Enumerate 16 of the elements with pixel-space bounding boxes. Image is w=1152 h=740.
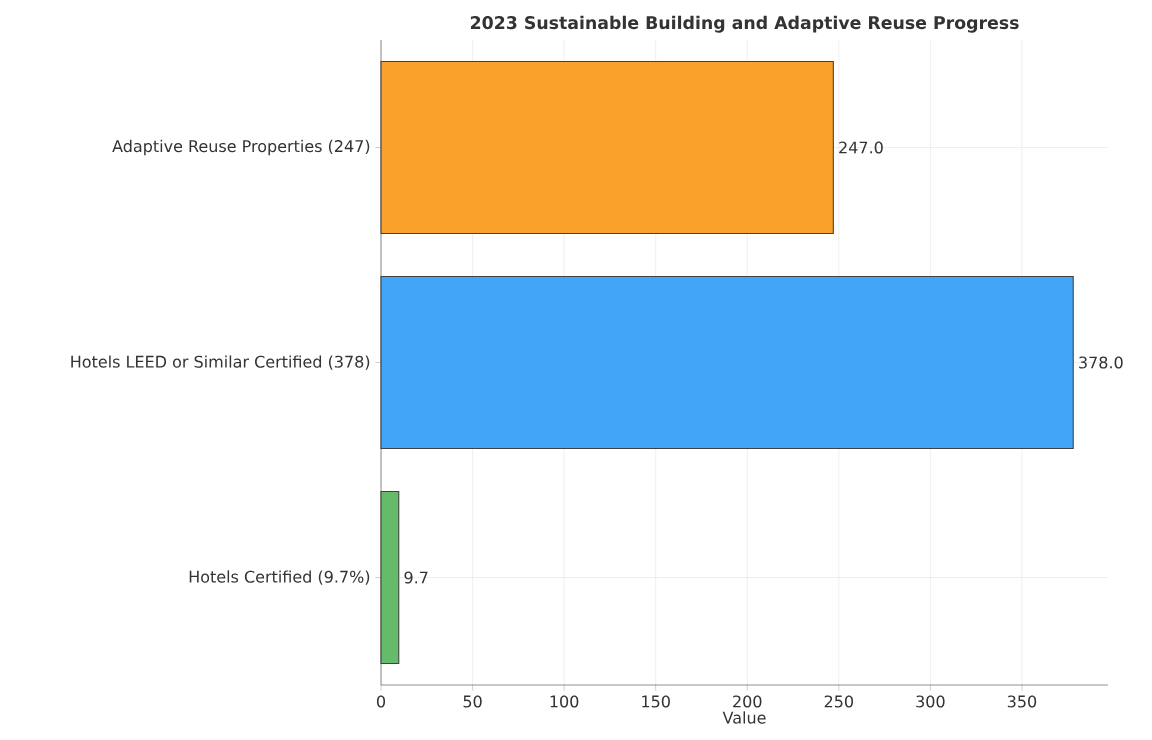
y-tick-label: Adaptive Reuse Properties (247) xyxy=(112,139,370,156)
x-tick-label: 350 xyxy=(1007,695,1037,708)
x-tick-label: 200 xyxy=(733,695,762,708)
y-tick-label: Hotels Certified (9.7%) xyxy=(189,570,370,585)
x-tick-label: 150 xyxy=(642,695,670,708)
y-tick-label: Hotels LEED or Similar Certified (378) xyxy=(71,355,370,370)
x-tick-label: 100 xyxy=(550,695,579,708)
x-axis-title: Value xyxy=(722,711,766,724)
x-tick-label: 250 xyxy=(824,695,854,708)
x-tick-label: 50 xyxy=(463,695,482,708)
chart-title: 2023 Sustainable Building and Adaptive Reuse Progress xyxy=(470,15,1019,33)
data-label: 9.7 xyxy=(404,571,428,584)
x-tick-label: 0 xyxy=(376,695,386,708)
data-label: 247.0 xyxy=(839,141,883,154)
x-tick-label: 300 xyxy=(916,695,945,708)
data-label: 378.0 xyxy=(1079,356,1123,369)
